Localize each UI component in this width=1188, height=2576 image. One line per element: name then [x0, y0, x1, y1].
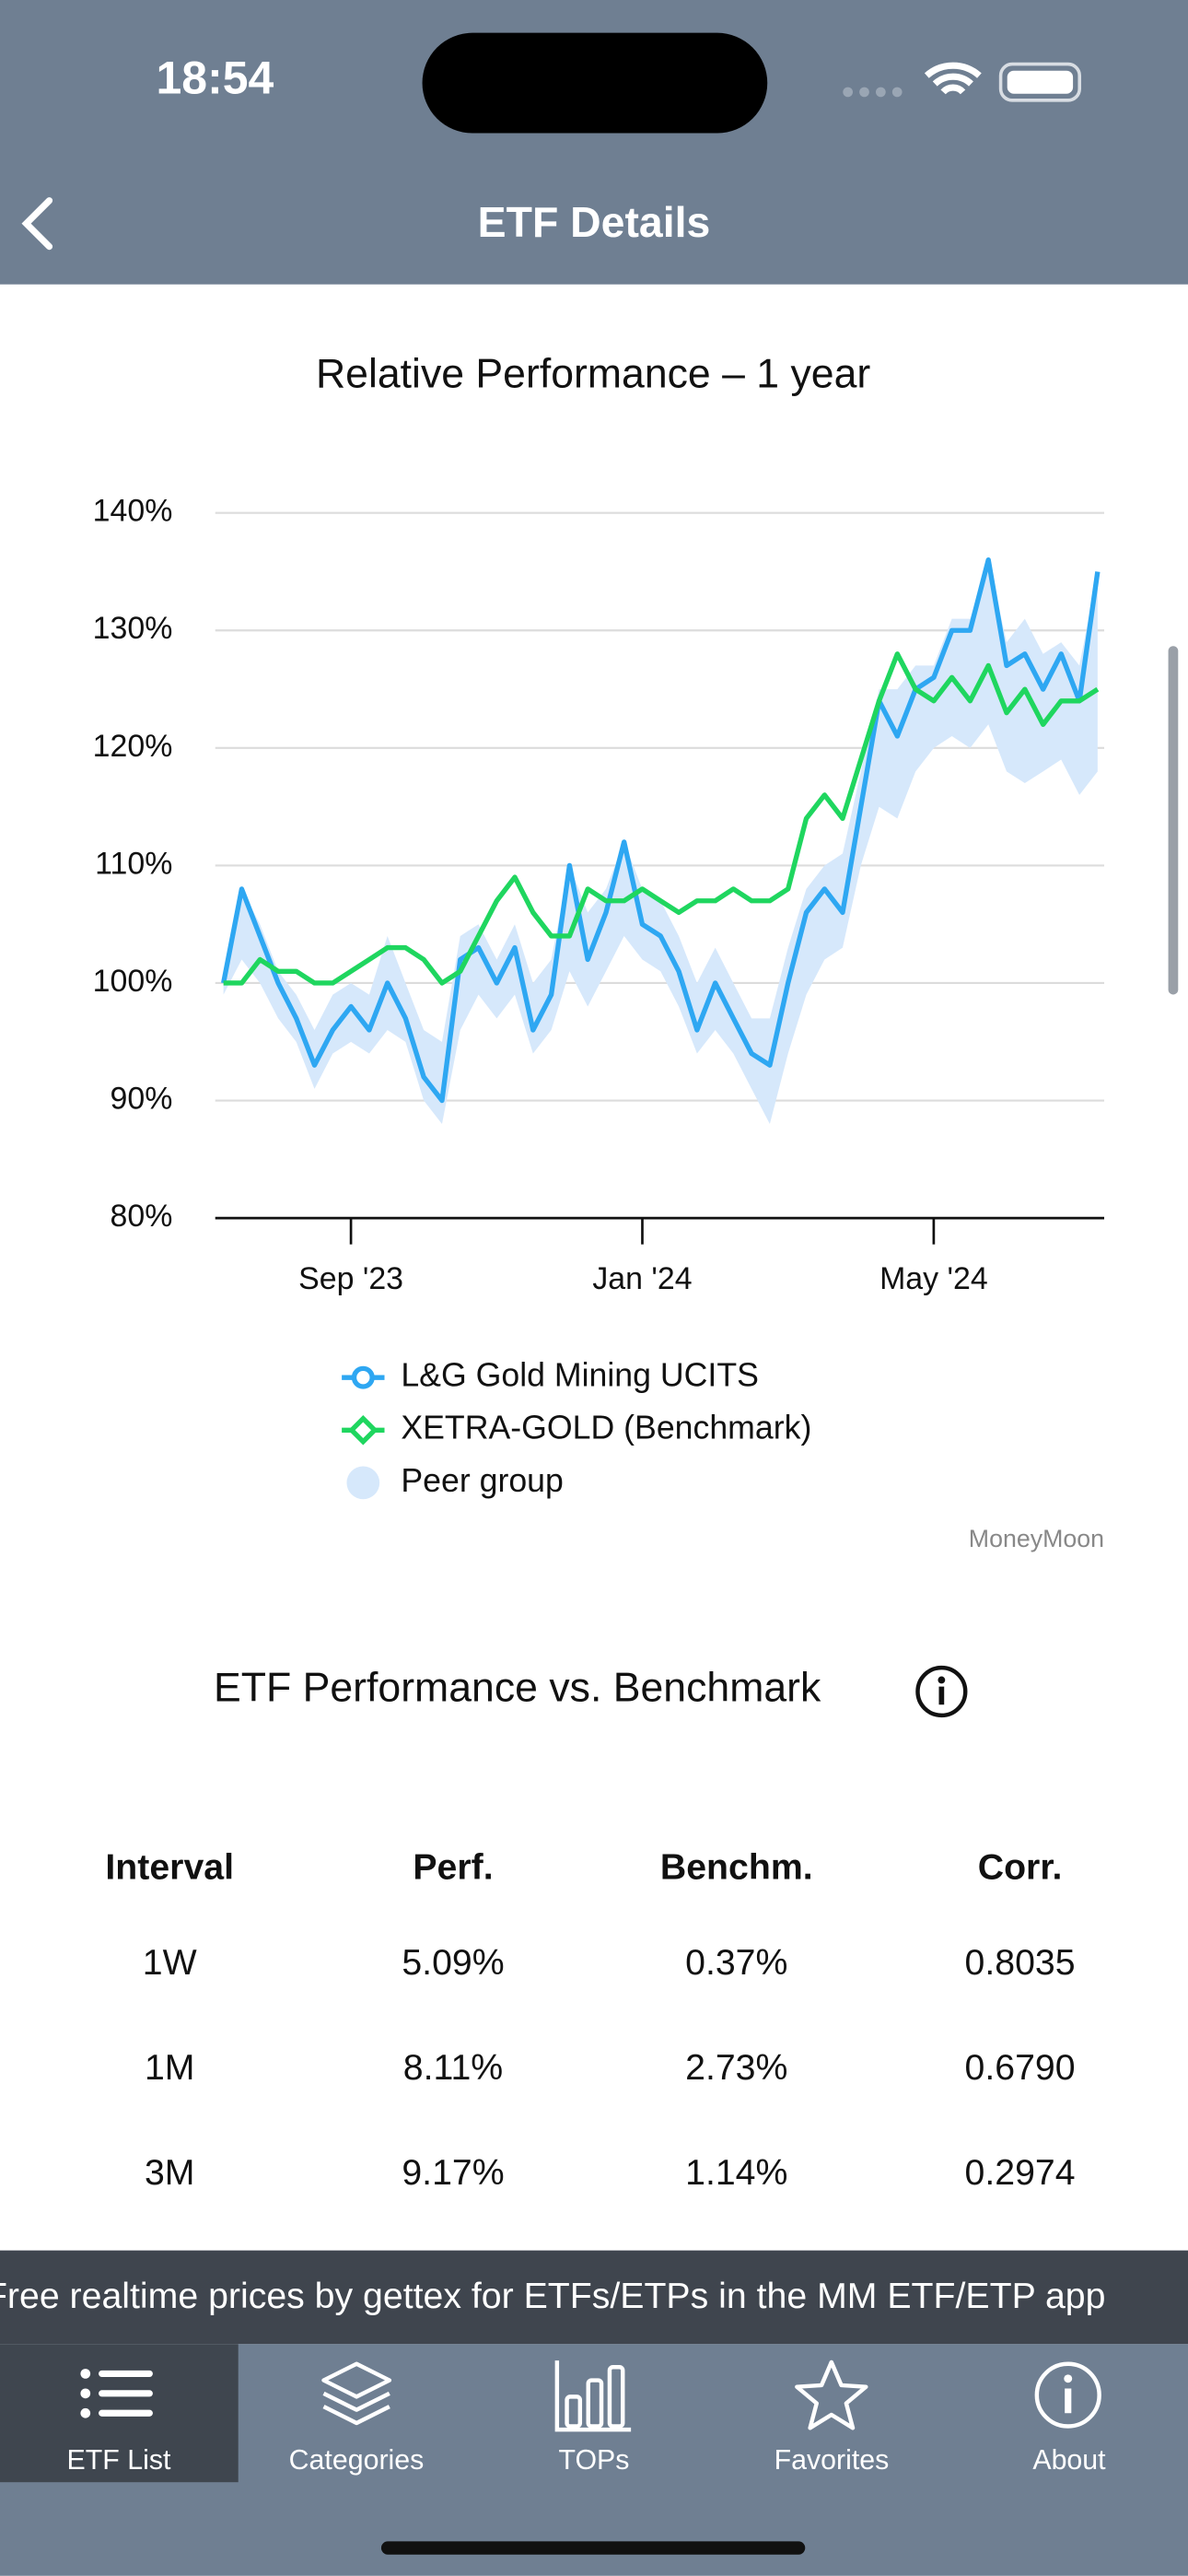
- performance-table: Interval Perf. Benchm. Corr. 1W 5.09% 0.37% 0.…: [28, 1824, 1161, 2225]
- y-tick-label: 140%: [93, 494, 173, 529]
- tab-bar: ETF List Categories TOPs Favorites About: [0, 2344, 1188, 2576]
- home-indicator: [380, 2541, 806, 2555]
- column-header: Corr.: [977, 1845, 1063, 1888]
- legend-marker: [348, 1415, 379, 1446]
- tab-label: ETF List: [66, 2444, 171, 2476]
- y-tick-label: 120%: [93, 729, 173, 764]
- ticker-text: Free realtime prices by gettex for ETFs/…: [0, 2275, 1106, 2316]
- series-line: [221, 557, 1101, 1104]
- scroll-indicator: [1168, 646, 1179, 995]
- status-icons: [843, 62, 1082, 102]
- legend-label: Peer group: [401, 1462, 564, 1499]
- tab[interactable]: Favorites: [713, 2344, 950, 2482]
- table-header: Interval Perf. Benchm. Corr.: [28, 1824, 1161, 1910]
- table-row: 1M 8.11% 2.73% 0.6790: [28, 2015, 1161, 2120]
- table-cell: 5.09%: [402, 1941, 505, 1983]
- table-cell: 2.73%: [685, 2046, 788, 2088]
- column-header: Benchm.: [659, 1845, 813, 1888]
- y-tick-label: 110%: [95, 846, 172, 881]
- tab-label: Favorites: [774, 2444, 890, 2476]
- table-cell: 1.14%: [685, 2151, 788, 2194]
- y-tick-label: 130%: [93, 611, 173, 646]
- legend-marker: [351, 1365, 375, 1389]
- table-cell: 0.6790: [964, 2046, 1076, 2088]
- tab-icon: [320, 2361, 391, 2426]
- table-row: 1W 5.09% 0.37% 0.8035: [28, 1910, 1161, 2015]
- tab-label: About: [1032, 2444, 1106, 2476]
- chart: Relative Performance – 1 year MoneyMoon …: [93, 351, 1104, 1552]
- column-header: Interval: [105, 1845, 235, 1888]
- tab-label: Categories: [288, 2444, 425, 2476]
- watermark: MoneyMoon: [969, 1525, 1104, 1552]
- series-line: [223, 651, 1100, 986]
- y-tick-label: 90%: [111, 1081, 173, 1116]
- tab[interactable]: Categories: [238, 2344, 475, 2482]
- table-cell: 3M: [144, 2151, 195, 2194]
- dynamic-island: [422, 32, 768, 134]
- tab-icon: [554, 2360, 632, 2432]
- back-button[interactable]: [17, 194, 66, 253]
- table-cell: 0.8035: [964, 1941, 1076, 1983]
- ticker: Free realtime prices by gettex for ETFs/…: [0, 2250, 1188, 2345]
- tab[interactable]: ETF List: [0, 2344, 238, 2483]
- table-row: 3M 9.17% 1.14% 0.2974: [28, 2121, 1161, 2226]
- column-header: Perf.: [413, 1845, 494, 1888]
- peer-band: [223, 559, 1098, 1125]
- nav-title: ETF Details: [477, 197, 711, 247]
- y-tick-label: 100%: [93, 964, 173, 999]
- tab[interactable]: About: [950, 2344, 1188, 2482]
- header: 18:54 ETF Details: [0, 0, 1188, 285]
- info-button[interactable]: [914, 1664, 970, 1720]
- legend-item: XETRA-GOLD (Benchmark): [342, 1410, 811, 1446]
- x-tick-label: Jan '24: [592, 1261, 692, 1296]
- legend-label: XETRA-GOLD (Benchmark): [401, 1410, 811, 1446]
- table-cell: 0.37%: [685, 1941, 788, 1983]
- chart-title: Relative Performance – 1 year: [316, 351, 870, 396]
- tab-icon: [1035, 2361, 1102, 2429]
- tab-label: TOPs: [558, 2444, 630, 2476]
- table-cell: 8.11%: [402, 2046, 504, 2088]
- tab-icon: [80, 2369, 153, 2418]
- status-time: 18:54: [156, 53, 274, 104]
- section-title: ETF Performance vs. Benchmark: [213, 1665, 821, 1712]
- table-cell: 1M: [144, 2046, 195, 2088]
- table-cell: 0.2974: [964, 2151, 1076, 2194]
- x-tick-label: May '24: [879, 1261, 988, 1296]
- legend-item: Peer group: [346, 1462, 564, 1500]
- y-tick-label: 80%: [111, 1199, 173, 1234]
- tab-icon: [794, 2359, 868, 2430]
- legend-marker: [346, 1466, 380, 1500]
- x-tick-label: Sep '23: [298, 1261, 403, 1296]
- legend-label: L&G Gold Mining UCITS: [401, 1357, 759, 1394]
- table-body: 1W 5.09% 0.37% 0.8035 1M 8.11% 2.73% 0.6790 3M 9.…: [28, 1910, 1161, 2226]
- legend-item: L&G Gold Mining UCITS: [342, 1357, 759, 1394]
- tab[interactable]: TOPs: [475, 2344, 713, 2482]
- table-cell: 9.17%: [402, 2151, 505, 2194]
- table-cell: 1W: [142, 1941, 197, 1983]
